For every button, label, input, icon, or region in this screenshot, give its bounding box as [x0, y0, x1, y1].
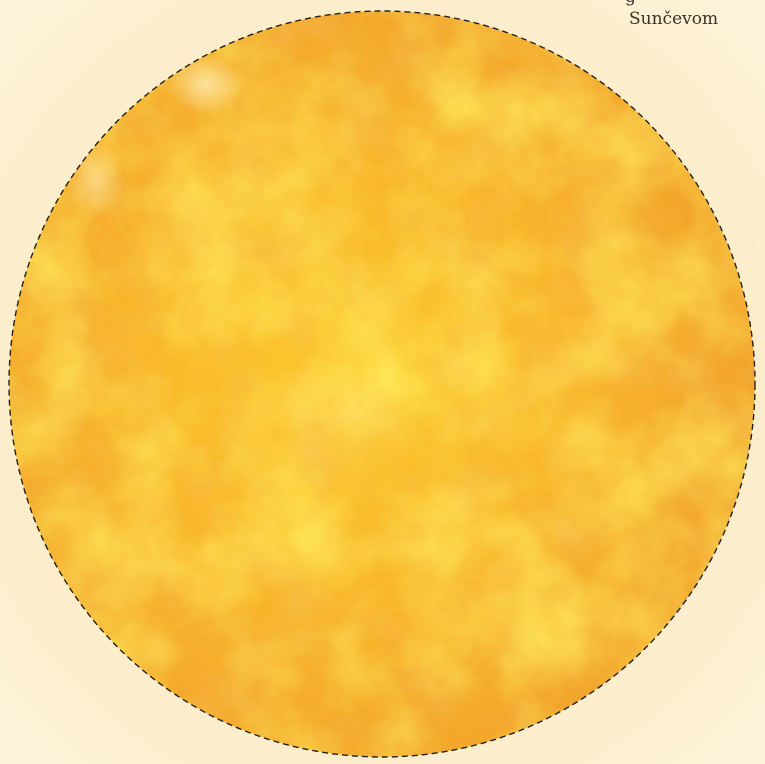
sun-dashed-outline — [8, 10, 756, 758]
caption-line-top: g — [625, 0, 765, 8]
caption-line-top-text: g — [625, 0, 765, 8]
caption-text: g Sunčevom — [625, 0, 765, 30]
caption-line-main: Sunčevom — [629, 9, 719, 29]
